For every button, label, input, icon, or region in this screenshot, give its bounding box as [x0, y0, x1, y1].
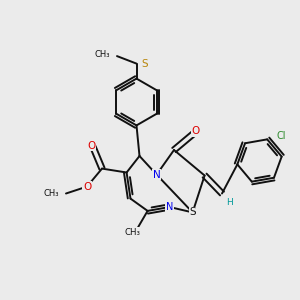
Text: Cl: Cl: [276, 131, 286, 141]
Text: O: O: [87, 140, 96, 151]
Text: H: H: [226, 198, 233, 207]
Text: N: N: [153, 169, 160, 180]
Text: S: S: [141, 58, 148, 69]
Text: S: S: [189, 207, 196, 218]
Text: O: O: [192, 126, 200, 136]
Text: CH₃: CH₃: [95, 50, 110, 59]
Text: CH₃: CH₃: [124, 228, 141, 237]
Text: CH₃: CH₃: [44, 189, 59, 198]
Text: O: O: [83, 182, 91, 192]
Text: N: N: [166, 202, 173, 212]
